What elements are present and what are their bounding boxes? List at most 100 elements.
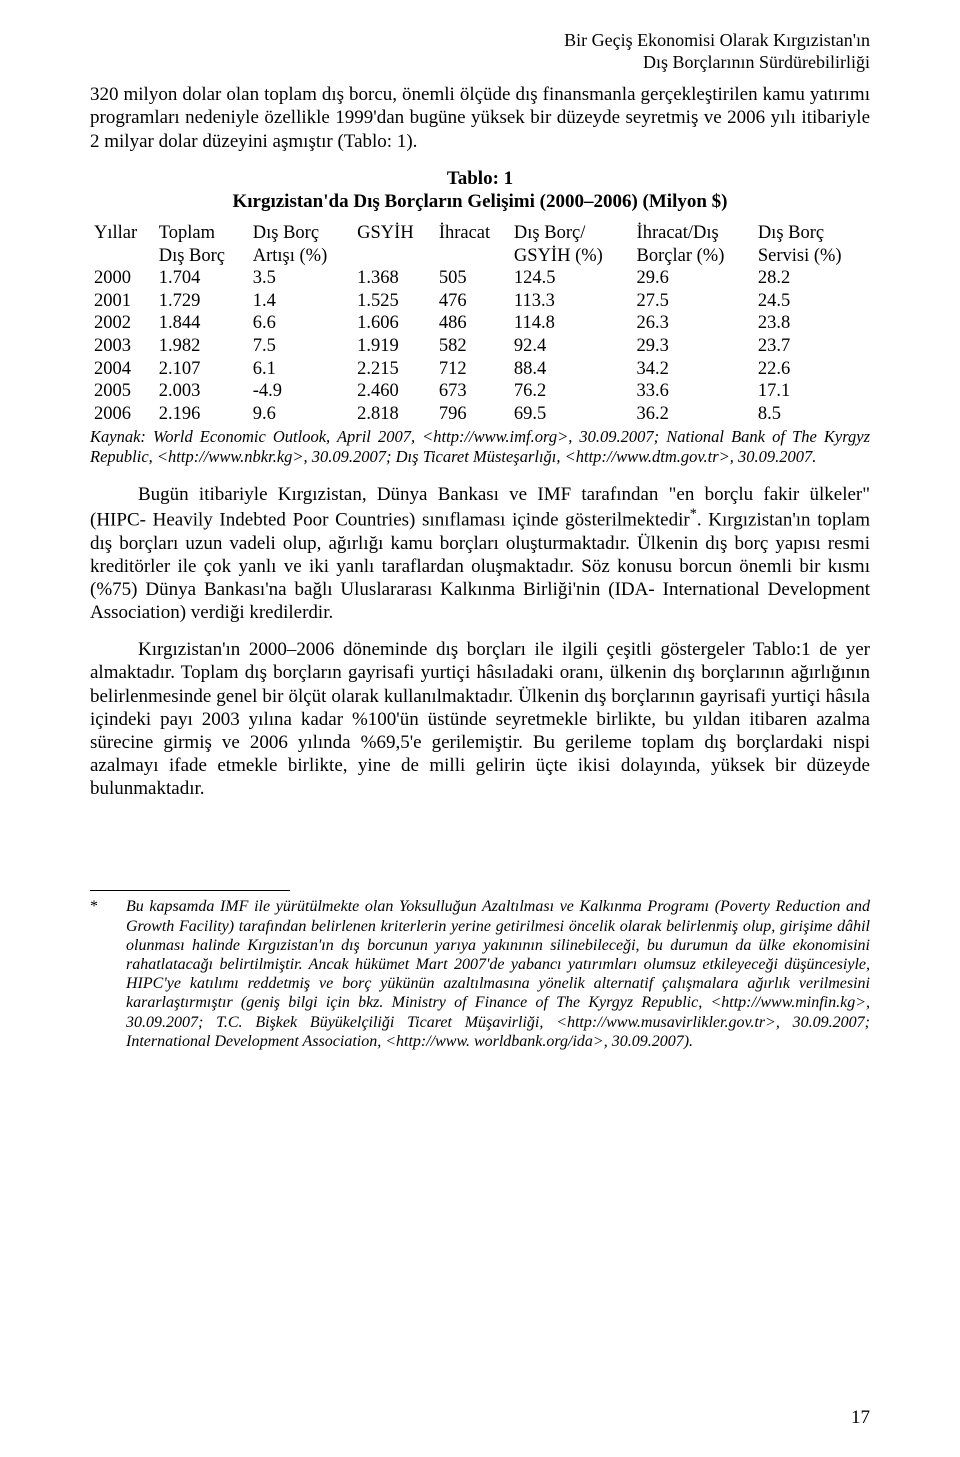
cell-value: 29.6 — [633, 267, 754, 290]
cell-value: 712 — [435, 358, 510, 381]
cell-value: 1.606 — [353, 312, 435, 335]
cell-value: -4.9 — [249, 380, 353, 403]
cell-value: 23.8 — [754, 312, 870, 335]
cell-value: 1.729 — [155, 290, 249, 313]
cell-value: 7.5 — [249, 335, 353, 358]
col-label: Dış Borç — [758, 223, 824, 243]
col-label: Yıllar — [94, 223, 137, 243]
cell-value: 2.196 — [155, 403, 249, 426]
col-label: Dış Borç/ — [514, 223, 585, 243]
col-dis-borc-servisi: Dış Borç Servisi (%) — [754, 222, 870, 267]
cell-year: 2006 — [90, 403, 155, 426]
data-table: Yıllar Toplam Dış Borç Dış Borç Artışı (… — [90, 222, 870, 425]
footnote-marker: * — [90, 897, 98, 916]
cell-value: 1.919 — [353, 335, 435, 358]
cell-value: 17.1 — [754, 380, 870, 403]
table-title-l2: Kırgızistan'da Dış Borçların Gelişimi (2… — [232, 191, 727, 212]
cell-value: 34.2 — [633, 358, 754, 381]
cell-value: 1.844 — [155, 312, 249, 335]
footnote-separator — [90, 890, 290, 891]
cell-value: 33.6 — [633, 380, 754, 403]
col-label: GSYİH (%) — [514, 246, 603, 266]
header-line-1: Bir Geçiş Ekonomisi Olarak Kırgızistan'ı… — [564, 30, 870, 50]
cell-value: 22.6 — [754, 358, 870, 381]
footnote: * Bu kapsamda IMF ile yürütülmekte olan … — [90, 897, 870, 1051]
table-row: 2000 1.704 3.5 1.368 505 124.5 29.6 28.2 — [90, 267, 870, 290]
table-title-l1: Tablo: 1 — [447, 168, 513, 189]
cell-value: 9.6 — [249, 403, 353, 426]
cell-value: 2.818 — [353, 403, 435, 426]
cell-value: 796 — [435, 403, 510, 426]
cell-value: 6.1 — [249, 358, 353, 381]
cell-year: 2000 — [90, 267, 155, 290]
paragraph-3: Kırgızistan'ın 2000–2006 döneminde dış b… — [90, 638, 870, 800]
cell-value: 24.5 — [754, 290, 870, 313]
cell-value: 582 — [435, 335, 510, 358]
cell-value: 2.460 — [353, 380, 435, 403]
cell-value: 27.5 — [633, 290, 754, 313]
cell-value: 36.2 — [633, 403, 754, 426]
running-header: Bir Geçiş Ekonomisi Olarak Kırgızistan'ı… — [90, 30, 870, 73]
table-header: Yıllar Toplam Dış Borç Dış Borç Artışı (… — [90, 222, 870, 267]
cell-value: 486 — [435, 312, 510, 335]
cell-value: 114.8 — [510, 312, 633, 335]
table-row: 2004 2.107 6.1 2.215 712 88.4 34.2 22.6 — [90, 358, 870, 381]
cell-value: 1.525 — [353, 290, 435, 313]
table-source: Kaynak: World Economic Outlook, April 20… — [90, 427, 870, 467]
col-dis-borc-gsyih: Dış Borç/ GSYİH (%) — [510, 222, 633, 267]
cell-value: 2.215 — [353, 358, 435, 381]
col-label: Toplam — [159, 223, 215, 243]
cell-year: 2001 — [90, 290, 155, 313]
table-title: Tablo: 1 Kırgızistan'da Dış Borçların Ge… — [90, 167, 870, 215]
col-label: Servisi (%) — [758, 246, 842, 266]
cell-value: 26.3 — [633, 312, 754, 335]
cell-value: 2.107 — [155, 358, 249, 381]
cell-year: 2002 — [90, 312, 155, 335]
cell-year: 2003 — [90, 335, 155, 358]
cell-value: 76.2 — [510, 380, 633, 403]
col-toplam-dis-borc: Toplam Dış Borç — [155, 222, 249, 267]
col-label: Artışı (%) — [253, 246, 328, 266]
cell-value: 476 — [435, 290, 510, 313]
col-ihracat: İhracat — [435, 222, 510, 267]
col-gsyih: GSYİH — [353, 222, 435, 267]
paragraph-2: Bugün itibariyle Kırgızistan, Dünya Bank… — [90, 483, 870, 624]
table-row: 2002 1.844 6.6 1.606 486 114.8 26.3 23.8 — [90, 312, 870, 335]
table-row: Yıllar Toplam Dış Borç Dış Borç Artışı (… — [90, 222, 870, 267]
col-label: İhracat/Dış — [637, 223, 719, 243]
cell-value: 28.2 — [754, 267, 870, 290]
col-dis-borc-artisi: Dış Borç Artışı (%) — [249, 222, 353, 267]
col-label: GSYİH — [357, 223, 414, 243]
cell-value: 1.368 — [353, 267, 435, 290]
table-row: 2001 1.729 1.4 1.525 476 113.3 27.5 24.5 — [90, 290, 870, 313]
table-body: 2000 1.704 3.5 1.368 505 124.5 29.6 28.2… — [90, 267, 870, 425]
cell-value: 1.4 — [249, 290, 353, 313]
col-label: İhracat — [439, 223, 490, 243]
cell-value: 69.5 — [510, 403, 633, 426]
col-label: Borçlar (%) — [637, 246, 725, 266]
cell-value: 6.6 — [249, 312, 353, 335]
cell-value: 113.3 — [510, 290, 633, 313]
table-row: 2005 2.003 -4.9 2.460 673 76.2 33.6 17.1 — [90, 380, 870, 403]
cell-value: 124.5 — [510, 267, 633, 290]
cell-value: 1.704 — [155, 267, 249, 290]
page-number: 17 — [851, 1406, 870, 1429]
table-row: 2006 2.196 9.6 2.818 796 69.5 36.2 8.5 — [90, 403, 870, 426]
cell-value: 1.982 — [155, 335, 249, 358]
paragraph-1: 320 milyon dolar olan toplam dış borcu, … — [90, 83, 870, 153]
col-yillar: Yıllar — [90, 222, 155, 267]
cell-value: 673 — [435, 380, 510, 403]
cell-year: 2004 — [90, 358, 155, 381]
cell-value: 505 — [435, 267, 510, 290]
cell-value: 8.5 — [754, 403, 870, 426]
col-ihracat-dis-borclar: İhracat/Dış Borçlar (%) — [633, 222, 754, 267]
footnote-text: Bu kapsamda IMF ile yürütülmekte olan Yo… — [126, 898, 870, 1049]
cell-value: 88.4 — [510, 358, 633, 381]
document-page: Bir Geçiş Ekonomisi Olarak Kırgızistan'ı… — [0, 0, 960, 1457]
cell-value: 29.3 — [633, 335, 754, 358]
col-label: Dış Borç — [253, 223, 319, 243]
cell-year: 2005 — [90, 380, 155, 403]
footnote-ref: * — [690, 506, 697, 522]
header-line-2: Dış Borçlarının Sürdürebilirliği — [643, 52, 870, 72]
cell-value: 23.7 — [754, 335, 870, 358]
